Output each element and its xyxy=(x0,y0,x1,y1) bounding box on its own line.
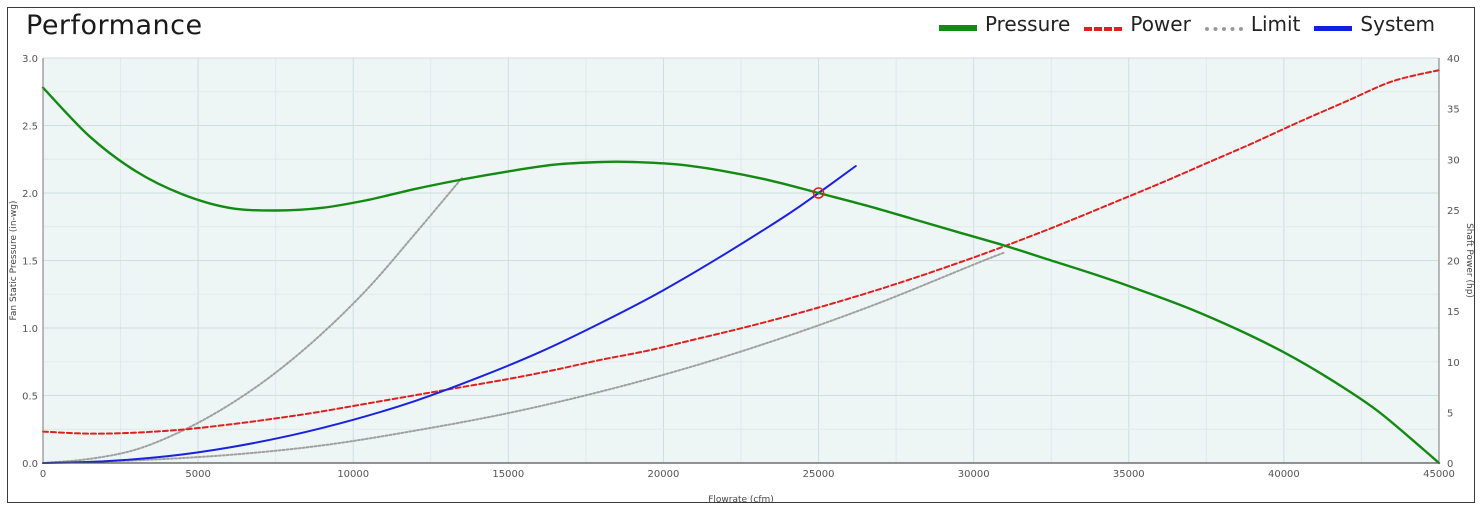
series-line-limit xyxy=(42,177,463,464)
x-tick-label: 10000 xyxy=(337,469,369,480)
y-tick-label: 0.0 xyxy=(22,459,38,470)
operating-point-marker xyxy=(812,187,825,199)
page-title: Performance xyxy=(26,10,203,41)
y2-tick-label: 15 xyxy=(1447,307,1460,318)
x-tick-label: 45000 xyxy=(1423,469,1455,480)
legend-swatch-limit xyxy=(1204,27,1243,31)
legend-item-power: Power xyxy=(1084,12,1191,36)
series-group xyxy=(41,69,1441,465)
x-tick-label: 20000 xyxy=(648,469,680,480)
y-tick-label: 2.5 xyxy=(22,122,38,133)
y2-tick-label: 20 xyxy=(1447,257,1460,268)
legend-swatch-system xyxy=(1314,26,1353,31)
y-axis-label: Fan Static Pressure (in-wg) xyxy=(9,201,19,321)
y2-tick-label: 25 xyxy=(1447,206,1460,217)
legend-label-limit: Limit xyxy=(1250,12,1301,36)
axes: 0 5000 10000 15000 20000 25000 30000 35000 40000… xyxy=(22,54,1460,480)
series-line-limit xyxy=(42,251,1006,464)
x-tick-label: 25000 xyxy=(803,469,835,480)
x-tick-label: 35000 xyxy=(1113,469,1145,480)
y2-tick-label: 35 xyxy=(1447,105,1460,116)
legend-item-limit: Limit xyxy=(1204,12,1301,36)
legend-swatch-power xyxy=(1084,27,1123,31)
y2-tick-label: 5 xyxy=(1447,408,1453,419)
x-tick-label: 40000 xyxy=(1268,469,1300,480)
y2-tick-label: 0 xyxy=(1447,459,1453,470)
y-tick-label: 1.0 xyxy=(22,324,38,335)
legend-label-power: Power xyxy=(1130,12,1191,36)
y2-axis-label: Shaft Power (hp) xyxy=(1464,223,1474,298)
y-tick-label: 0.5 xyxy=(22,392,38,403)
legend-label-pressure: Pressure xyxy=(984,12,1071,36)
series-line-system xyxy=(42,165,857,464)
series-line-pressure xyxy=(41,86,1441,465)
x-tick-label: 30000 xyxy=(958,469,990,480)
x-axis-label: Flowrate (cfm) xyxy=(708,495,774,505)
y-tick-label: 1.5 xyxy=(22,257,38,268)
series-line-power xyxy=(42,69,1440,435)
legend-swatch-pressure xyxy=(938,25,977,31)
x-tick-label: 15000 xyxy=(492,469,524,480)
legend-label-system: System xyxy=(1360,12,1435,36)
legend-item-system: System xyxy=(1314,12,1435,36)
x-tick-label: 0 xyxy=(40,469,46,480)
legend: Pressure Power Limit System xyxy=(938,12,1435,36)
y2-tick-label: 30 xyxy=(1447,155,1460,166)
legend-item-pressure: Pressure xyxy=(938,12,1071,36)
y-tick-label: 2.0 xyxy=(22,189,38,200)
y2-tick-label: 40 xyxy=(1447,54,1460,65)
y2-tick-label: 10 xyxy=(1447,358,1460,369)
y-tick-label: 3.0 xyxy=(22,54,38,65)
x-tick-label: 5000 xyxy=(185,469,210,480)
